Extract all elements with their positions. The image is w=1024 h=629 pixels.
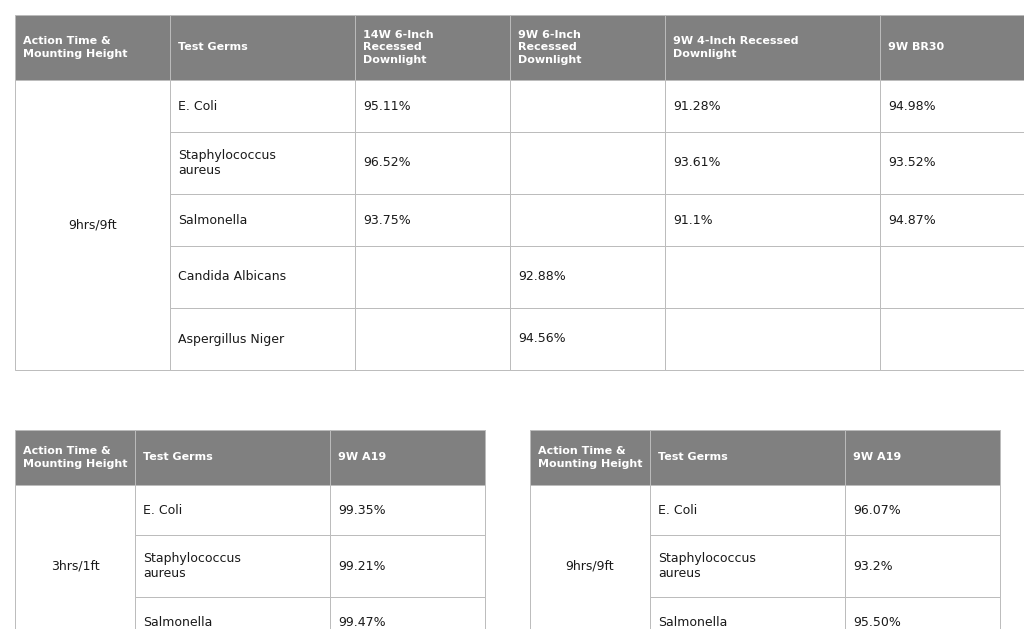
Text: 9hrs/9ft: 9hrs/9ft [565, 560, 614, 572]
Text: 9W BR30: 9W BR30 [888, 43, 944, 52]
Bar [135, 597, 330, 629]
Bar [355, 308, 510, 370]
Bar [15, 80, 170, 370]
Bar [510, 246, 665, 308]
Text: 9W A19: 9W A19 [338, 452, 386, 462]
Text: 94.87%: 94.87% [888, 213, 936, 226]
Bar [650, 485, 845, 535]
Text: Action Time &
Mounting Height: Action Time & Mounting Height [23, 447, 128, 469]
Text: 99.47%: 99.47% [338, 616, 386, 628]
Bar [15, 15, 170, 80]
Text: 3hrs/1ft: 3hrs/1ft [50, 560, 99, 572]
Bar [880, 194, 1024, 246]
Text: Salmonella: Salmonella [143, 616, 212, 628]
Bar [880, 308, 1024, 370]
Bar [330, 597, 485, 629]
Bar [665, 194, 880, 246]
Text: 93.2%: 93.2% [853, 560, 893, 572]
Bar [355, 15, 510, 80]
Text: 91.1%: 91.1% [673, 213, 713, 226]
Bar [170, 15, 355, 80]
Text: Salmonella: Salmonella [178, 213, 248, 226]
Bar [845, 597, 1000, 629]
Text: 96.07%: 96.07% [853, 503, 901, 516]
Text: 94.56%: 94.56% [518, 333, 565, 345]
Bar [510, 132, 665, 194]
Bar [170, 132, 355, 194]
Bar [880, 15, 1024, 80]
Text: 99.35%: 99.35% [338, 503, 386, 516]
Text: 9W 6-Inch
Recessed
Downlight: 9W 6-Inch Recessed Downlight [518, 30, 582, 65]
Text: Action Time &
Mounting Height: Action Time & Mounting Height [538, 447, 642, 469]
Text: E. Coli: E. Coli [143, 503, 182, 516]
Bar [135, 485, 330, 535]
Text: 99.21%: 99.21% [338, 560, 385, 572]
Text: 9hrs/9ft: 9hrs/9ft [69, 218, 117, 231]
Text: 9W A19: 9W A19 [853, 452, 901, 462]
Bar [845, 485, 1000, 535]
Text: 92.88%: 92.88% [518, 270, 565, 284]
Bar [650, 535, 845, 597]
Text: Staphylococcus
aureus: Staphylococcus aureus [178, 149, 275, 177]
Bar [880, 246, 1024, 308]
Bar [880, 132, 1024, 194]
Text: 14W 6-Inch
Recessed
Downlight: 14W 6-Inch Recessed Downlight [362, 30, 433, 65]
Bar [510, 80, 665, 132]
Bar [355, 246, 510, 308]
Text: Test Germs: Test Germs [178, 43, 248, 52]
Bar [530, 430, 650, 485]
Text: 93.75%: 93.75% [362, 213, 411, 226]
Bar [665, 308, 880, 370]
Bar [510, 194, 665, 246]
Bar [15, 430, 135, 485]
Bar [880, 80, 1024, 132]
Bar [355, 132, 510, 194]
Bar [135, 535, 330, 597]
Text: Action Time &
Mounting Height: Action Time & Mounting Height [23, 36, 128, 58]
Bar [665, 246, 880, 308]
Bar [665, 80, 880, 132]
Text: 93.52%: 93.52% [888, 157, 936, 169]
Bar [330, 430, 485, 485]
Bar [170, 246, 355, 308]
Bar [845, 430, 1000, 485]
Bar [355, 194, 510, 246]
Bar [330, 535, 485, 597]
Text: Staphylococcus
aureus: Staphylococcus aureus [658, 552, 756, 580]
Bar [135, 430, 330, 485]
Bar [650, 597, 845, 629]
Text: E. Coli: E. Coli [178, 99, 217, 113]
Bar [170, 194, 355, 246]
Bar [530, 485, 650, 629]
Bar [15, 485, 135, 629]
Bar [650, 430, 845, 485]
Bar [665, 15, 880, 80]
Text: Candida Albicans: Candida Albicans [178, 270, 286, 284]
Bar [510, 308, 665, 370]
Text: 93.61%: 93.61% [673, 157, 721, 169]
Text: 95.50%: 95.50% [853, 616, 901, 628]
Bar [170, 308, 355, 370]
Bar [510, 15, 665, 80]
Text: 91.28%: 91.28% [673, 99, 721, 113]
Text: Test Germs: Test Germs [143, 452, 213, 462]
Text: 95.11%: 95.11% [362, 99, 411, 113]
Bar [330, 485, 485, 535]
Text: E. Coli: E. Coli [658, 503, 697, 516]
Text: 9W 4-Inch Recessed
Downlight: 9W 4-Inch Recessed Downlight [673, 36, 799, 58]
Bar [170, 80, 355, 132]
Text: Aspergillus Niger: Aspergillus Niger [178, 333, 284, 345]
Text: Salmonella: Salmonella [658, 616, 727, 628]
Text: Staphylococcus
aureus: Staphylococcus aureus [143, 552, 241, 580]
Text: Test Germs: Test Germs [658, 452, 728, 462]
Bar [845, 535, 1000, 597]
Bar [665, 132, 880, 194]
Text: 94.98%: 94.98% [888, 99, 936, 113]
Bar [355, 80, 510, 132]
Text: 96.52%: 96.52% [362, 157, 411, 169]
